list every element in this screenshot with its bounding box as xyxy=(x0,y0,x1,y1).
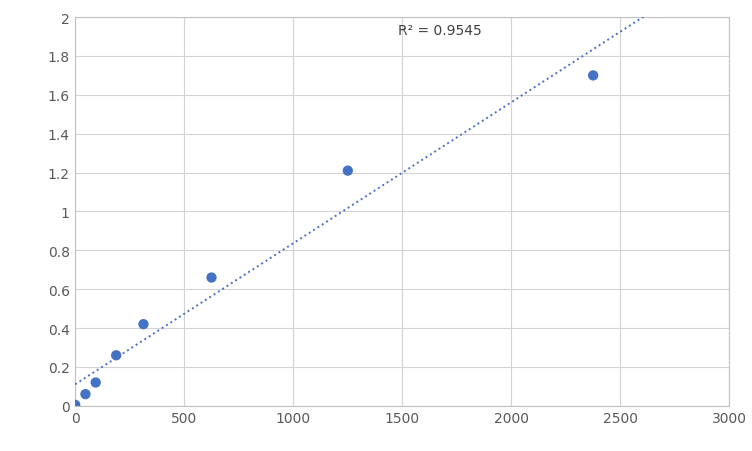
Point xyxy=(341,168,353,175)
Text: R² = 0.9545: R² = 0.9545 xyxy=(398,23,482,37)
Point xyxy=(80,391,92,398)
Point xyxy=(205,274,217,281)
Point xyxy=(138,321,150,328)
Point xyxy=(89,379,102,386)
Point xyxy=(587,73,599,80)
Point xyxy=(111,352,123,359)
Point xyxy=(69,401,81,409)
